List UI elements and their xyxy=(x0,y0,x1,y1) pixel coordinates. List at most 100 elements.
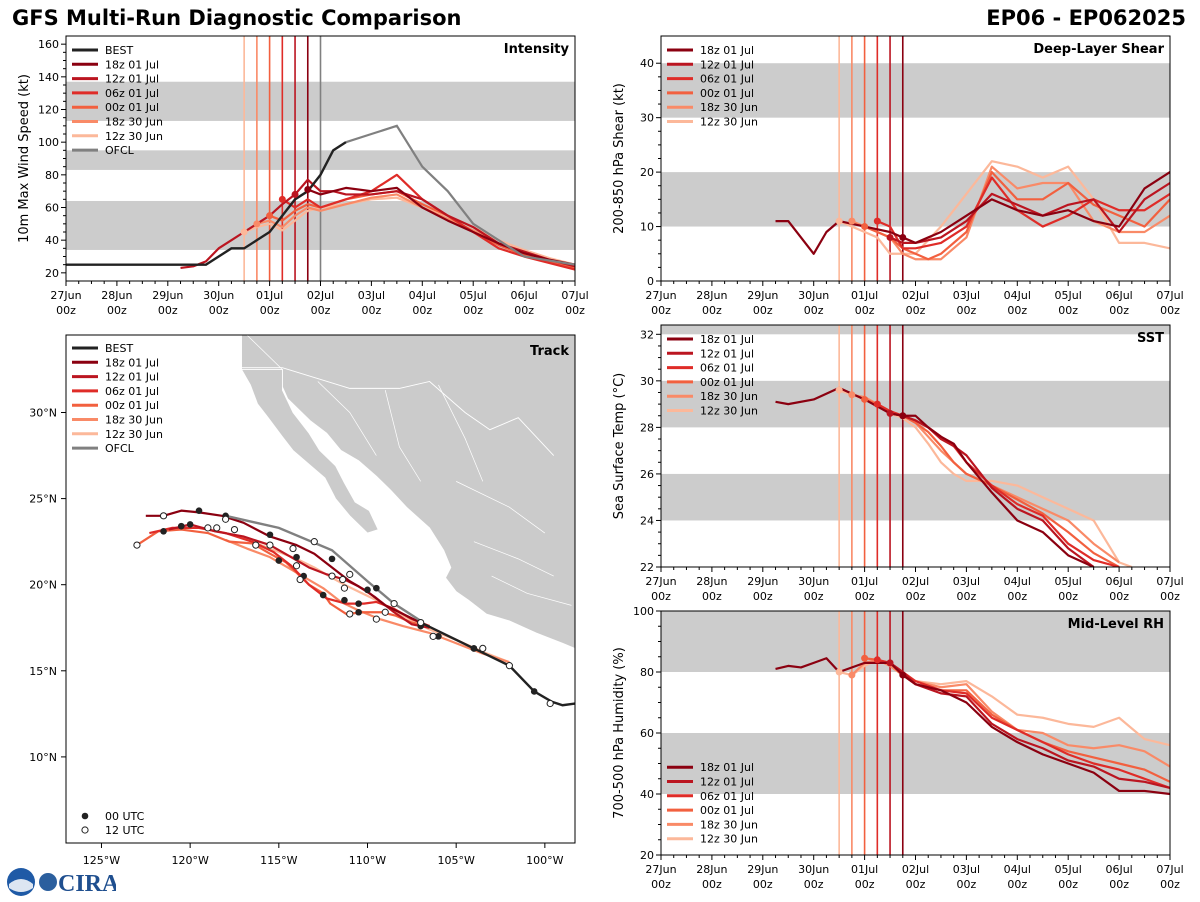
x-tick-label: 07Jul xyxy=(1156,863,1183,876)
init-marker xyxy=(266,212,274,220)
x-tick-sublabel: 00z xyxy=(702,878,722,891)
legend-label: 18z 01 Jul xyxy=(700,333,754,346)
series-line xyxy=(775,657,1170,796)
x-tick-sublabel: 00z xyxy=(1058,304,1078,317)
x-tick-sublabel: 00z xyxy=(957,878,977,891)
utc12-marker xyxy=(266,541,274,549)
legend-label: 12z 01 Jul xyxy=(700,347,754,360)
y-tick-label: 15°N xyxy=(29,665,57,678)
x-tick-label: 105°W xyxy=(437,854,474,867)
mexico-land xyxy=(241,335,575,649)
state-border xyxy=(456,481,546,534)
utc12-marker xyxy=(505,662,513,670)
x-tick-sublabel: 00z xyxy=(804,878,824,891)
init-marker xyxy=(835,668,843,676)
panel-title: Mid-Level RH xyxy=(1068,617,1164,632)
x-tick-label: 05Jul xyxy=(1055,863,1082,876)
x-tick-label: 01Jul xyxy=(851,575,878,588)
utc12-marker xyxy=(390,600,398,608)
series-line xyxy=(307,186,575,266)
panel-title: SST xyxy=(1137,331,1164,346)
x-tick-label: 27Jun xyxy=(50,289,81,302)
state-border xyxy=(246,335,283,370)
x-tick-label: 07Jul xyxy=(561,289,588,302)
cira-logo-text: CIRA xyxy=(58,871,116,897)
legend-label: 12z 01 Jul xyxy=(105,73,159,86)
x-tick-sublabel: 00z xyxy=(1058,590,1078,603)
x-tick-sublabel: 00z xyxy=(1007,590,1027,603)
y-tick-label: 30 xyxy=(640,375,654,388)
init-marker xyxy=(861,654,869,662)
legend-label: 12z 30 Jun xyxy=(700,833,758,846)
utc12-marker xyxy=(230,525,239,534)
utc00-marker xyxy=(341,596,348,604)
x-tick-label: 04Jul xyxy=(1004,863,1031,876)
y-tick-label: 20 xyxy=(640,849,654,862)
forecast-track xyxy=(168,523,430,629)
shading-band xyxy=(661,63,1170,118)
legend-label: 12z 01 Jul xyxy=(700,58,754,71)
legend-label: 18z 01 Jul xyxy=(700,44,754,57)
y-tick-label: 40 xyxy=(45,234,59,247)
series-line xyxy=(838,160,1170,255)
x-tick-label: 125°W xyxy=(83,854,120,867)
x-tick-sublabel: 00z xyxy=(56,304,76,317)
x-tick-label: 30Jun xyxy=(203,289,234,302)
y-tick-label: 20°N xyxy=(29,579,57,592)
x-tick-sublabel: 00z xyxy=(1007,878,1027,891)
x-tick-sublabel: 00z xyxy=(209,304,229,317)
x-tick-label: 01Jul xyxy=(851,289,878,302)
figure-title: GFS Multi-Run Diagnostic Comparison xyxy=(12,6,462,30)
intensity-panel: 20 40 60 80 100 120 140 160 27Jun 00z 28Jun 00z 29Ju… xyxy=(17,35,589,317)
x-tick-label: 110°W xyxy=(349,854,386,867)
utc12-marker xyxy=(346,570,354,578)
plot-area xyxy=(66,36,575,281)
y-tick-label: 24 xyxy=(640,514,654,527)
y-tick-label: 40 xyxy=(640,57,654,70)
utc00-marker xyxy=(328,555,336,563)
init-marker xyxy=(848,671,856,679)
x-tick-sublabel: 00z xyxy=(753,590,773,603)
legend-label: 00z 01 Jul xyxy=(105,399,159,412)
y-tick-label: 160 xyxy=(38,38,59,51)
x-tick-label: 30Jun xyxy=(798,863,829,876)
x-tick-sublabel: 00z xyxy=(855,590,875,603)
x-tick-label: 115°W xyxy=(260,854,297,867)
utc12-marker xyxy=(222,515,230,523)
legend-label: 00z 01 Jul xyxy=(700,87,754,100)
init-marker xyxy=(873,400,881,408)
legend-label: 12z 30 Jun xyxy=(700,116,758,129)
x-tick-sublabel: 00z xyxy=(1058,878,1078,891)
init-marker xyxy=(253,220,261,228)
utc00-marker xyxy=(364,586,371,594)
state-border xyxy=(317,381,377,456)
storm-id: EP06 - EP062025 xyxy=(986,6,1186,30)
series-line xyxy=(877,658,1170,790)
x-tick-sublabel: 00z xyxy=(1109,878,1129,891)
utc12-marker xyxy=(417,618,425,627)
legend-label: 12z 01 Jul xyxy=(700,776,754,789)
legend-label: 06z 01 Jul xyxy=(105,87,159,100)
best-track xyxy=(420,621,575,707)
y-axis-label: Sea Surface Temp (°C) xyxy=(612,373,627,520)
legend-label: 00 UTC xyxy=(105,810,145,823)
y-tick-label: 10°N xyxy=(29,751,57,764)
legend-label: 18z 30 Jun xyxy=(105,116,163,129)
utc12-marker xyxy=(546,699,554,708)
x-tick-sublabel: 00z xyxy=(804,590,824,603)
init-marker xyxy=(848,391,856,399)
utc12-marker xyxy=(310,538,318,546)
globe-icon xyxy=(39,873,57,891)
utc12-marker xyxy=(346,610,354,618)
x-tick-label: 28Jun xyxy=(696,863,727,876)
plot-area xyxy=(661,611,1170,855)
ofcl-line xyxy=(345,124,575,266)
x-tick-sublabel: 00z xyxy=(362,304,382,317)
x-tick-sublabel: 00z xyxy=(412,304,432,317)
x-tick-label: 30Jun xyxy=(798,289,829,302)
x-tick-label: 29Jun xyxy=(747,289,778,302)
y-tick-label: 40 xyxy=(640,788,654,801)
utc12-marker xyxy=(328,572,336,580)
legend-label: 00z 01 Jul xyxy=(700,376,754,389)
legend-label: 12z 30 Jun xyxy=(105,428,163,441)
